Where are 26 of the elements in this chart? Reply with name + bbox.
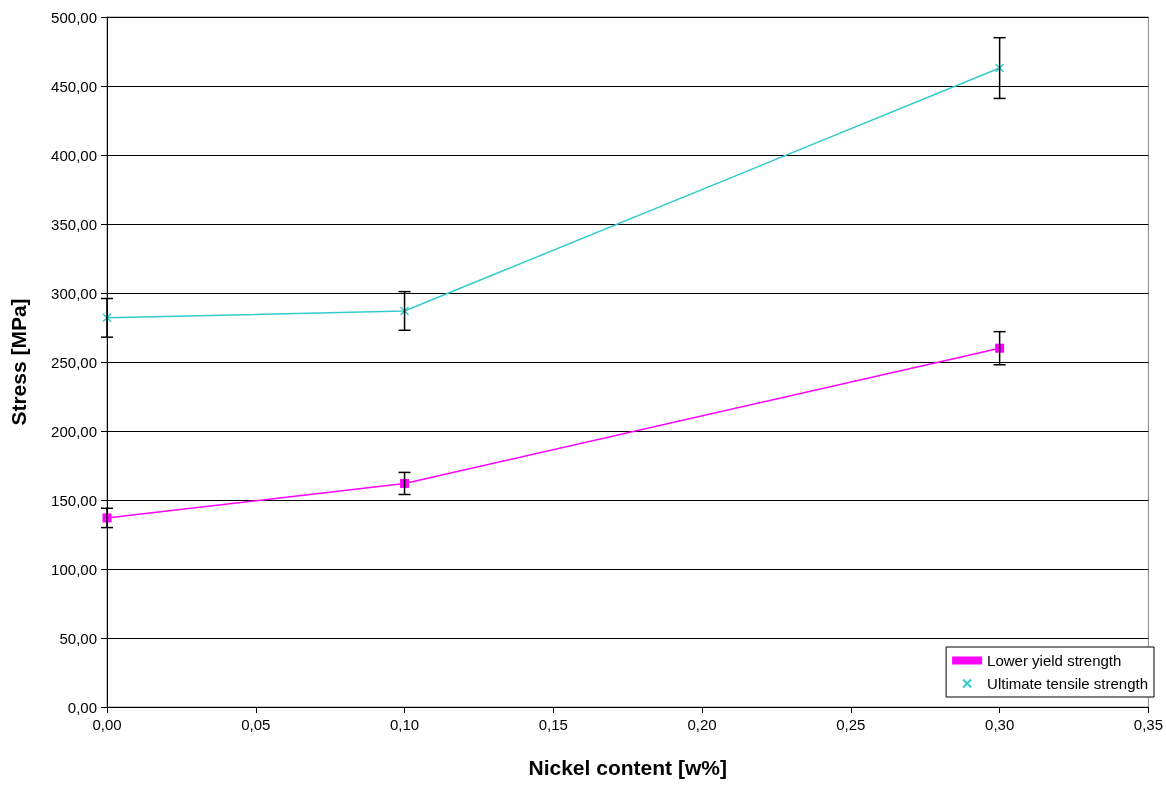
x-axis-title: Nickel content [w%] [528, 756, 727, 779]
y-tick-label: 250,00 [51, 353, 97, 371]
y-tick-label: 150,00 [51, 491, 97, 509]
y-tick-label: 50,00 [59, 629, 97, 647]
y-tick-label: 300,00 [51, 284, 97, 302]
y-tick-label: 100,00 [51, 560, 97, 578]
x-tick-label: 0,35 [1133, 716, 1163, 733]
x-tick-label: 0,05 [241, 716, 271, 733]
x-tick-label: 0,00 [92, 716, 122, 733]
legend-label: Lower yield strength [987, 652, 1122, 669]
x-tick-label: 0,15 [538, 716, 568, 733]
x-tick-label: 0,25 [836, 716, 866, 733]
x-tick-label: 0,20 [687, 716, 717, 733]
x-tick-label: 0,10 [389, 716, 420, 733]
point [994, 63, 1005, 73]
y-tick-label: 450,00 [51, 77, 97, 95]
y-tick-label: 400,00 [51, 146, 97, 164]
y-tick-label: 500,00 [51, 8, 97, 26]
x-tick-label: 0,30 [985, 716, 1015, 733]
point [102, 313, 112, 323]
y-tick-label: 200,00 [51, 422, 97, 440]
legend-label: Ultimate tensile strength [987, 675, 1148, 692]
y-axis-title: Stress [MPa] [7, 298, 30, 426]
y-tick-label: 350,00 [51, 215, 97, 233]
y-tick-label: 0,00 [67, 698, 97, 716]
point [399, 306, 410, 316]
